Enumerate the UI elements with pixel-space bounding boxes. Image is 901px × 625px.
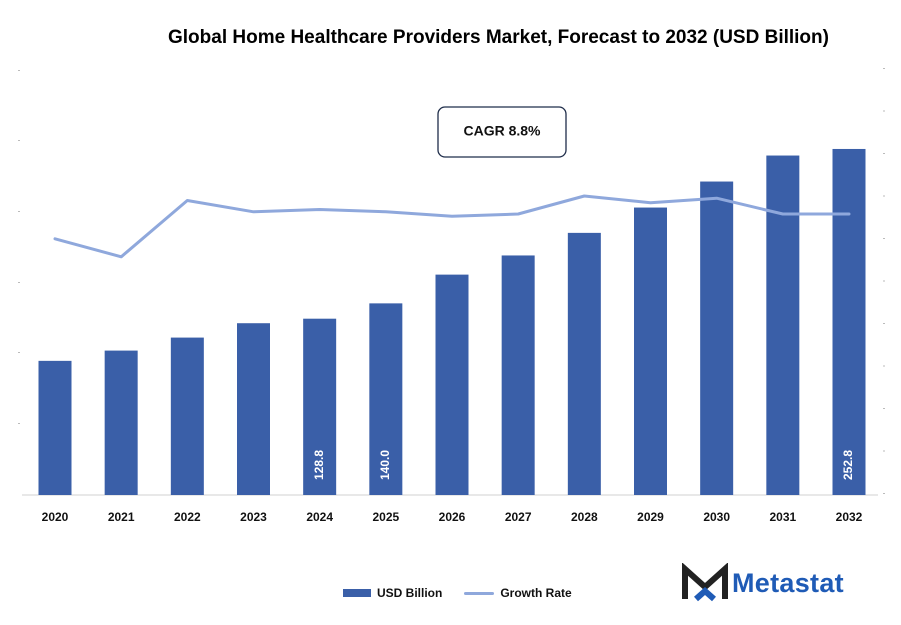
x-tick-label-2025: 2025 (372, 510, 399, 524)
bar-2030 (700, 181, 734, 495)
right-axis-tick (883, 153, 885, 154)
metastat-m-icon (682, 563, 728, 602)
x-tick-label-2023: 2023 (240, 510, 267, 524)
bar-2029 (634, 207, 667, 495)
legend-label-growth-rate: Growth Rate (500, 586, 572, 600)
right-axis-tick (883, 323, 885, 324)
right-axis-tick (883, 365, 885, 367)
bar-2031 (766, 155, 800, 495)
bar-2025 (369, 303, 403, 495)
right-axis-tick (883, 280, 885, 282)
x-tick-label-2028: 2028 (571, 510, 598, 524)
left-axis-tick (18, 211, 20, 212)
right-axis-tick (883, 450, 885, 452)
legend-swatch-bar (343, 589, 371, 597)
x-tick-label-2030: 2030 (703, 510, 730, 524)
bar-2020 (38, 360, 72, 495)
x-tick-label-2031: 2031 (769, 510, 796, 524)
data-label-2024: 128.8 (312, 450, 326, 480)
x-tick-label-2024: 2024 (306, 510, 333, 524)
legend-item-usd-billion: USD Billion (343, 586, 442, 600)
brand-logo: Metastat (682, 563, 844, 603)
legend-label-usd-billion: USD Billion (377, 586, 443, 600)
left-axis-tick (18, 423, 20, 424)
chart-title: Global Home Healthcare Providers Market,… (168, 27, 829, 48)
bar-series (38, 148, 866, 495)
x-tick-label-2027: 2027 (505, 510, 532, 524)
x-tick-label-2021: 2021 (108, 510, 135, 524)
bar-2024 (303, 318, 337, 495)
data-label-2032: 252.8 (841, 450, 855, 480)
x-tick-label-2026: 2026 (439, 510, 466, 524)
right-axis-tick (883, 68, 885, 69)
right-axis-tick (883, 408, 885, 409)
bar-2027 (501, 255, 535, 495)
x-tick-label-2020: 2020 (42, 510, 69, 524)
left-axis-ticks (18, 70, 20, 424)
bar-data-labels: 128.8 140.0 252.8 (312, 450, 855, 480)
bar-2023 (237, 323, 270, 495)
legend-swatch-line (464, 591, 495, 595)
data-label-2025: 140.0 (378, 450, 392, 480)
bar-2021 (104, 350, 138, 495)
right-axis-tick (883, 110, 885, 112)
bar-2028 (567, 232, 601, 495)
bar-2026 (435, 274, 469, 495)
right-axis-tick (883, 195, 885, 197)
x-tick-label-2032: 2032 (836, 510, 863, 524)
bar-2032 (832, 148, 866, 495)
legend-item-growth-rate: Growth Rate (464, 586, 572, 600)
left-axis-tick (18, 70, 20, 71)
left-axis-tick (18, 352, 20, 353)
brand-name: Metastat (732, 567, 844, 598)
right-axis-tick (883, 493, 885, 494)
growth-rate-series (53, 194, 851, 259)
bar-2022 (170, 337, 204, 495)
right-axis-ticks (883, 68, 885, 494)
x-tick-labels: 2020 2021 2022 2023 2024 2025 2026 2027 2028 2029… (42, 510, 863, 524)
left-axis-tick (18, 140, 20, 141)
x-tick-label-2022: 2022 (174, 510, 201, 524)
cagr-callout: CAGR 8.8% (437, 106, 567, 158)
legend: USD Billion Growth Rate (343, 583, 594, 603)
x-tick-label-2029: 2029 (637, 510, 664, 524)
left-axis-tick (18, 282, 20, 283)
right-axis-tick (883, 238, 885, 239)
cagr-label: CAGR 8.8% (463, 123, 541, 139)
